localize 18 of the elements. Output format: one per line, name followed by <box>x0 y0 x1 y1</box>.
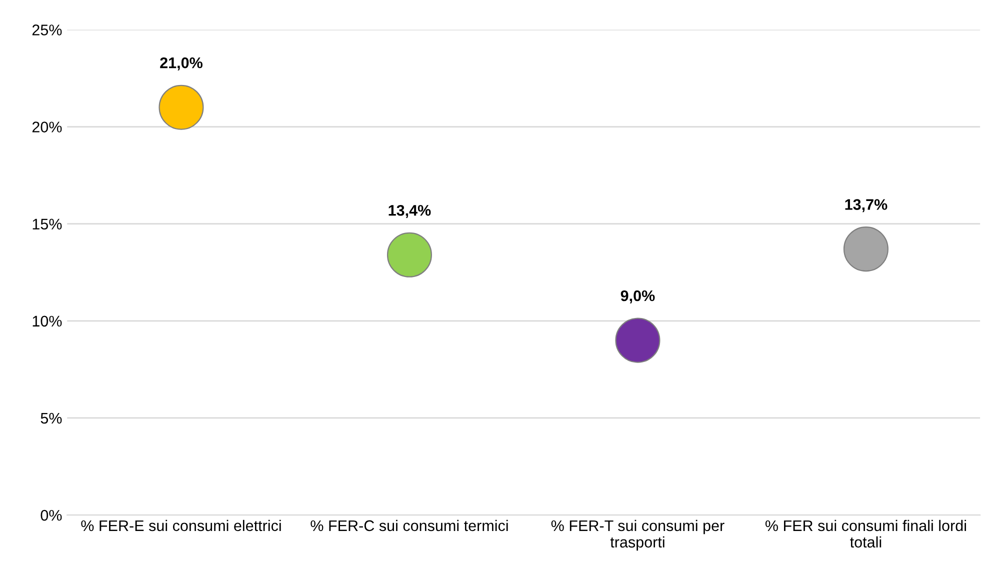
x-tick-label: % FER-E sui consumi elettrici <box>81 520 281 532</box>
y-tick-label: 0% <box>40 510 62 521</box>
data-label: 13,4% <box>388 204 431 218</box>
y-tick-label: 5% <box>40 412 62 424</box>
point <box>158 84 204 130</box>
x-tick-label: % FER-C sui consumi termici <box>310 520 508 532</box>
data-label: 13,7% <box>845 199 888 212</box>
y-tick-label: 10% <box>32 316 62 327</box>
x-tick-label: % FER sui consumi finali lordi totali <box>765 520 966 548</box>
point <box>615 318 660 363</box>
y-tick-label: 15% <box>32 218 62 230</box>
data-label: 21,0% <box>160 57 202 70</box>
y-tick-label: 20% <box>32 122 62 132</box>
point <box>843 226 888 272</box>
point <box>386 232 432 278</box>
x-tick-label: % FER-T sui consumi per trasporti <box>551 520 724 551</box>
data-label: 9,0% <box>620 290 655 304</box>
y-tick-label: 25% <box>32 24 62 36</box>
